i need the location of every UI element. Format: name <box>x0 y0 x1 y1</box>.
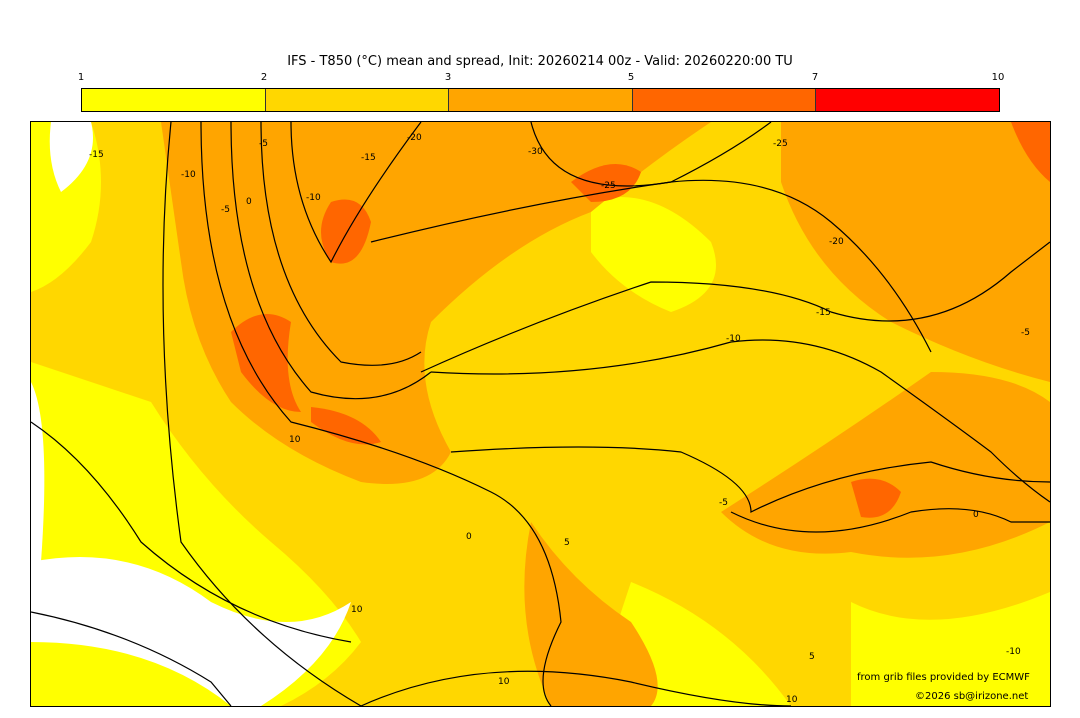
spread-mid-region <box>721 372 1050 558</box>
contour-label: -25 <box>773 139 788 149</box>
contour-label: -5 <box>719 498 728 508</box>
spread-none-region <box>31 557 351 706</box>
map-title: IFS - T850 (°C) mean and spread, Init: 2… <box>287 54 793 69</box>
colorbar-tick: 7 <box>811 72 819 83</box>
contour-label: -20 <box>407 133 422 143</box>
contour-label: -10 <box>1006 647 1021 657</box>
contour-label: 0 <box>973 510 979 520</box>
contour-label: 5 <box>564 538 570 548</box>
spread-mid-region <box>781 122 1050 382</box>
contour-label: 0 <box>246 197 252 207</box>
contour-label: -5 <box>259 139 268 149</box>
spread-mid-region <box>524 522 658 706</box>
colorbar-bin <box>82 89 266 111</box>
contour-label: 5 <box>809 652 815 662</box>
contour-label: -20 <box>829 237 844 247</box>
spread-low-region <box>851 592 1050 706</box>
contour-label: -15 <box>361 153 376 163</box>
weather-map: -15 -10 -5 0 -5 -10 -15 -20 -30 -25 -25 … <box>30 121 1051 707</box>
contour-label: -5 <box>221 205 230 215</box>
contour-labels: -15 -10 -5 0 -5 -10 -15 -20 -30 -25 -25 … <box>89 133 1030 705</box>
colorbar-bin <box>265 89 450 111</box>
colorbar-bin <box>816 89 999 111</box>
spread-none-region <box>31 382 45 582</box>
spread-high-region <box>851 478 901 518</box>
spread-high-region <box>1011 122 1050 182</box>
contour-label: -5 <box>1021 328 1030 338</box>
colorbar-bin <box>449 89 633 111</box>
contour-label: 0 <box>466 532 472 542</box>
contour-label: 10 <box>351 605 363 615</box>
contour-label: -15 <box>816 308 831 318</box>
spread-low-region <box>591 197 716 312</box>
contour-label: -10 <box>306 193 321 203</box>
spread-mid-region <box>161 122 711 484</box>
isotherm-contours <box>31 122 1050 706</box>
colorbar <box>81 88 1000 112</box>
contour-label: -15 <box>89 150 104 160</box>
contour-label: 10 <box>498 677 510 687</box>
contour-label: 10 <box>786 695 798 705</box>
contour-label: -30 <box>528 147 543 157</box>
colorbar-tick: 2 <box>260 72 268 83</box>
data-source-credit: from grib files provided by ECMWF <box>857 672 1030 683</box>
copyright-credit: ©2026 sb@irizone.net <box>915 691 1029 702</box>
spread-high-region <box>311 407 381 445</box>
spread-high-region <box>231 314 301 412</box>
colorbar-bin <box>632 89 817 111</box>
spread-none-region <box>49 122 93 192</box>
colorbar-tick: 10 <box>991 72 1005 83</box>
map-canvas: -15 -10 -5 0 -5 -10 -15 -20 -30 -25 -25 … <box>31 122 1050 706</box>
colorbar-tick: 1 <box>77 72 85 83</box>
contour-label: -10 <box>181 170 196 180</box>
contour-label: -10 <box>726 334 741 344</box>
contour-label: -25 <box>601 181 616 191</box>
colorbar-tick: 3 <box>444 72 452 83</box>
spread-high-region <box>571 164 641 202</box>
contour-label: 10 <box>289 435 301 445</box>
colorbar-tick: 5 <box>627 72 635 83</box>
spread-high-region <box>321 199 371 264</box>
